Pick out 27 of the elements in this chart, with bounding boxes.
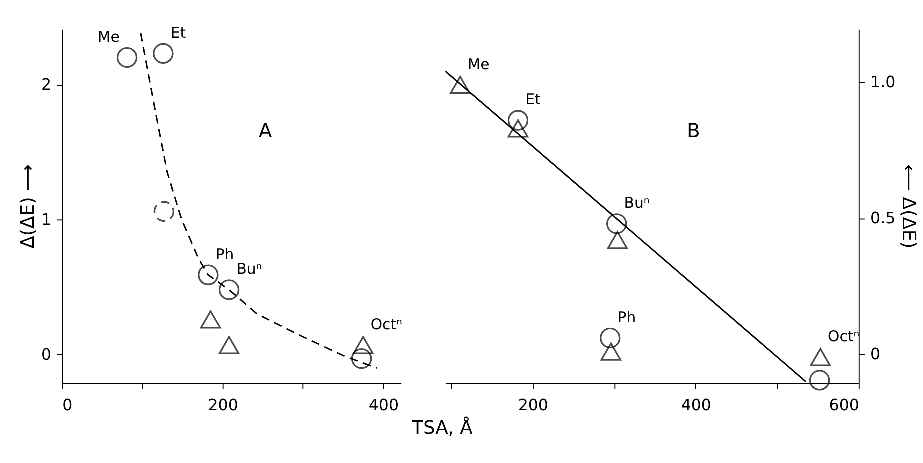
x-tick-label: 200 [518, 396, 548, 415]
y-tick-label: 0 [870, 344, 881, 364]
annotation: Octⁿ [828, 328, 860, 346]
x-tick-label: 600 [829, 396, 860, 415]
y-tick-label: 1.0 [870, 72, 896, 92]
annotation: Ph [618, 308, 636, 326]
x-axis-title: TSA, Å [411, 416, 474, 439]
x-tick-label: 400 [681, 396, 712, 415]
annotation: Buⁿ [624, 194, 650, 212]
annotation: Me [98, 28, 120, 46]
annotation: Me [468, 55, 490, 74]
y-tick-label: 2 [42, 74, 52, 94]
y-axis-title: ⟵ Δ(ΔE) [898, 164, 920, 249]
y-tick-label: 1 [42, 210, 52, 229]
annotation: Ph [216, 245, 234, 264]
x-tick-label: 0 [62, 396, 73, 415]
annotation: B [686, 120, 700, 143]
annotation: Octⁿ [370, 316, 402, 334]
annotation: Et [170, 24, 186, 42]
y-tick-label: 0.5 [870, 208, 896, 228]
annotation: Et [526, 90, 542, 109]
annotation: Buⁿ [236, 260, 262, 278]
y-axis-title: Δ(ΔE) ⟶ [18, 164, 40, 249]
x-tick-label: 200 [208, 396, 238, 415]
annotation: A [258, 120, 273, 143]
y-tick-label: 0 [42, 344, 52, 364]
x-tick-label: 400 [368, 396, 399, 415]
